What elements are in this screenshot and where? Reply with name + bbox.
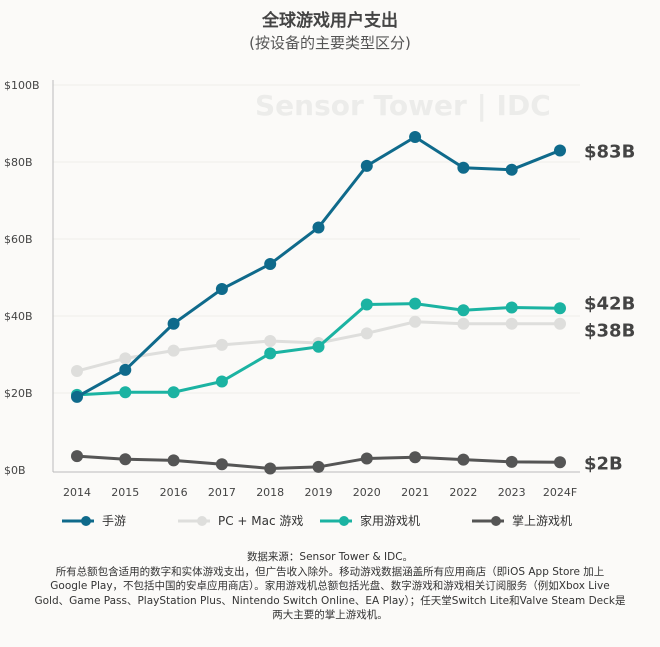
x-tick-label: 2019 (305, 486, 333, 499)
legend-marker-icon (320, 515, 352, 526)
data-point (505, 163, 518, 176)
data-point (409, 297, 422, 310)
data-point (264, 258, 277, 271)
x-tick-label: 2017 (208, 486, 236, 499)
x-tick-label: 2023 (498, 486, 526, 499)
data-point (215, 338, 228, 351)
end-value-label: $38B (584, 321, 635, 342)
data-point (71, 365, 83, 378)
data-point (505, 455, 518, 468)
data-point (215, 375, 228, 388)
data-point (312, 460, 325, 473)
data-point (71, 450, 83, 463)
data-point (119, 363, 132, 376)
data-point (505, 301, 518, 314)
y-tick-label: $80B (4, 156, 33, 169)
data-point (119, 352, 132, 365)
data-point (215, 458, 228, 471)
end-value-label: $83B (584, 141, 635, 162)
data-point (167, 344, 180, 357)
data-point (264, 335, 277, 348)
legend-item: PC + Mac 游戏 (178, 512, 303, 529)
footnote-line: Google Play，不包括中国的安卓应用商店）。家用游戏机总额包括光盘、数字… (50, 580, 610, 592)
data-point (312, 340, 325, 353)
x-tick-label: 2020 (353, 486, 381, 499)
line-chart: Sensor Tower | IDC $0B $20B $40B $60B $80B $10… (4, 79, 635, 499)
data-point (215, 283, 228, 296)
data-point (264, 462, 277, 475)
data-point (312, 221, 325, 234)
data-point (167, 454, 180, 467)
series-line (76, 135, 561, 399)
data-point (554, 317, 566, 330)
data-point (457, 304, 470, 317)
y-tick-label: $60B (4, 233, 33, 246)
legend-item: 家用游戏机 (320, 512, 420, 529)
data-point (360, 452, 373, 465)
chart-title: 全球游戏用户支出 (262, 11, 398, 31)
legend-marker-icon (472, 515, 504, 526)
footnote-line: Gold、Game Pass、PlayStation Plus、Nintendo… (34, 594, 626, 607)
data-point (264, 347, 277, 360)
chart-subtitle: (按设备的主要类型区分) (249, 34, 411, 52)
data-point (554, 302, 566, 315)
data-point (71, 390, 83, 403)
end-value-label: $2B (584, 453, 623, 474)
watermark-logo: Sensor Tower | IDC (255, 89, 551, 122)
y-tick-label: $20B (4, 387, 33, 400)
legend-label: PC + Mac 游戏 (218, 514, 304, 528)
data-point (119, 386, 132, 399)
data-point (554, 144, 566, 157)
footnote: 数据来源：Sensor Tower & IDC。 所有总额包含适用的数字和实体游… (20, 550, 640, 623)
legend-label: 掌上游戏机 (512, 514, 573, 528)
data-point (167, 386, 180, 399)
y-tick-label: $100B (4, 79, 40, 92)
data-point (457, 317, 470, 330)
x-tick-label: 2015 (111, 486, 139, 499)
legend-item: 掌上游戏机 (472, 512, 572, 529)
legend-label: 家用游戏机 (360, 514, 421, 528)
x-tick-label: 2018 (256, 486, 284, 499)
end-value-label: $42B (584, 293, 635, 314)
data-point (167, 317, 180, 330)
legend-marker-icon (178, 515, 210, 526)
legend-marker-icon (62, 515, 94, 526)
data-point (505, 317, 518, 330)
legend-label: 手游 (102, 514, 127, 528)
data-point (409, 130, 422, 143)
data-point (119, 453, 132, 466)
x-tick-label: 2016 (160, 486, 188, 499)
y-tick-label: $40B (4, 310, 33, 323)
x-tick-label: 2014 (63, 486, 91, 499)
data-point (360, 327, 373, 340)
data-point (554, 456, 566, 469)
data-point (360, 298, 373, 311)
footnote-line: 两大主要的掌上游戏机。 (272, 609, 388, 621)
y-tick-label: $0B (4, 464, 26, 477)
legend-item: 手游 (62, 512, 126, 529)
data-point (457, 161, 470, 174)
footnote-line: 数据来源：Sensor Tower & IDC。 (246, 551, 414, 563)
footnote-line: 所有总额包含适用的数字和实体游戏支出，但广告收入除外。移动游戏数据涵盖所有应用商… (55, 565, 605, 578)
data-point (409, 451, 422, 464)
x-tick-label: 2024F (543, 486, 577, 499)
data-point (409, 315, 422, 328)
x-tick-label: 2022 (449, 486, 477, 499)
x-tick-label: 2021 (401, 486, 429, 499)
data-point (457, 453, 470, 466)
data-point (360, 159, 373, 172)
